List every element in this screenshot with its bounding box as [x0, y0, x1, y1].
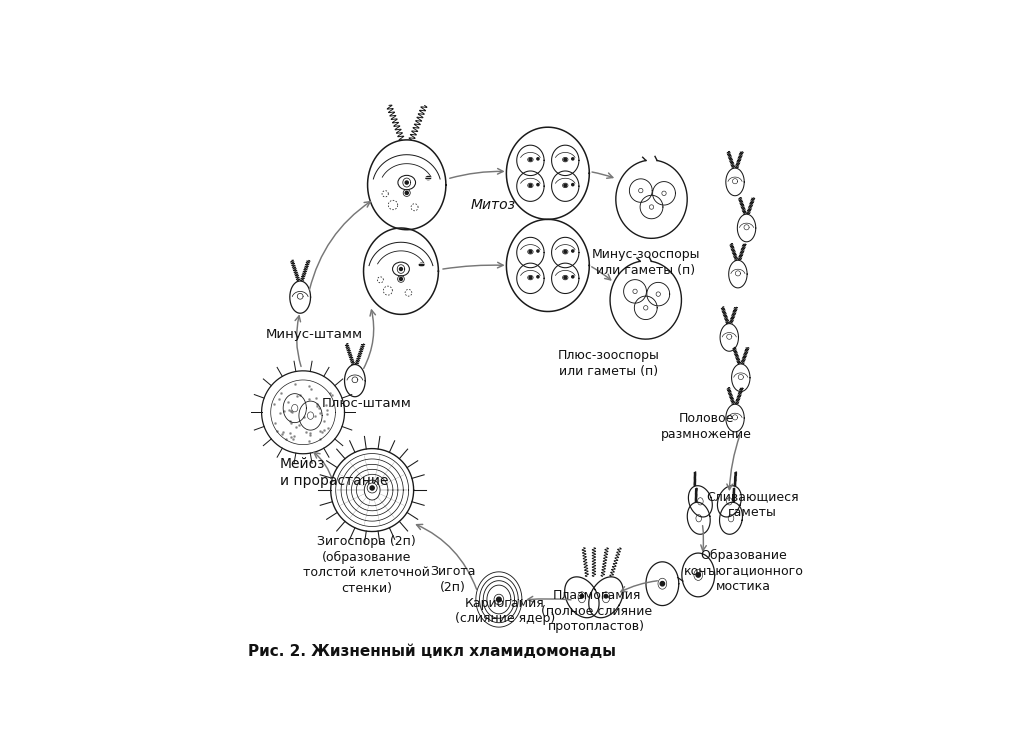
Text: Образование
конъюгационного
мостика: Образование конъюгационного мостика: [684, 548, 804, 592]
Text: Зигоспора (2п)
(образование
толстой клеточной
стенки): Зигоспора (2п) (образование толстой клет…: [303, 535, 430, 595]
Circle shape: [537, 158, 539, 160]
Text: Минус-зооспоры
или гаметы (п): Минус-зооспоры или гаметы (п): [592, 248, 700, 277]
Text: Плазмогамия
(полное слияние
протопластов): Плазмогамия (полное слияние протопластов…: [542, 589, 652, 633]
Circle shape: [399, 278, 402, 280]
Circle shape: [571, 158, 573, 160]
Circle shape: [660, 581, 665, 586]
Circle shape: [571, 183, 573, 186]
Circle shape: [529, 159, 531, 161]
Circle shape: [564, 184, 566, 187]
Ellipse shape: [365, 480, 380, 500]
Circle shape: [406, 191, 409, 194]
Circle shape: [564, 251, 566, 253]
Text: Сливающиеся
гаметы: Сливающиеся гаметы: [706, 490, 799, 518]
Circle shape: [571, 250, 573, 252]
Circle shape: [529, 276, 531, 279]
Circle shape: [604, 595, 607, 598]
Text: Зигота
(2п): Зигота (2п): [430, 565, 475, 594]
Circle shape: [537, 276, 539, 278]
Text: Минус-штамм: Минус-штамм: [266, 328, 364, 341]
Circle shape: [529, 184, 531, 187]
Circle shape: [571, 276, 573, 278]
Text: Кариогамия
(слияние ядер): Кариогамия (слияние ядер): [455, 597, 555, 625]
Circle shape: [696, 573, 700, 577]
Text: Мейоз
и прорастание: Мейоз и прорастание: [280, 457, 388, 488]
Circle shape: [406, 181, 409, 184]
Circle shape: [581, 595, 584, 598]
Circle shape: [537, 183, 539, 186]
Circle shape: [370, 486, 374, 490]
Text: Плюс-зооспоры
или гаметы (п): Плюс-зооспоры или гаметы (п): [557, 349, 659, 378]
Circle shape: [529, 251, 531, 253]
Circle shape: [497, 597, 501, 602]
Ellipse shape: [426, 177, 431, 180]
Text: Половое
размножение: Половое размножение: [660, 412, 752, 441]
Circle shape: [564, 276, 566, 279]
Circle shape: [537, 250, 539, 252]
Text: Плюс-штамм: Плюс-штамм: [322, 397, 412, 410]
Text: Митоз: Митоз: [471, 198, 516, 212]
Circle shape: [368, 483, 377, 493]
Circle shape: [399, 268, 402, 271]
Text: Рис. 2. Жизненный цикл хламидомонады: Рис. 2. Жизненный цикл хламидомонады: [249, 644, 616, 659]
Ellipse shape: [419, 263, 424, 266]
Circle shape: [564, 159, 566, 161]
